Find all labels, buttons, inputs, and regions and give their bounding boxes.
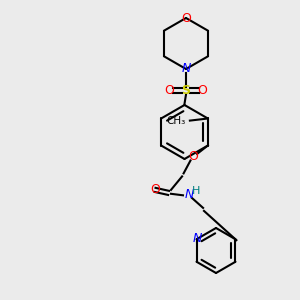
Text: N: N bbox=[181, 62, 191, 76]
Text: CH₃: CH₃ bbox=[166, 116, 185, 127]
Text: O: O bbox=[165, 84, 174, 97]
Text: O: O bbox=[188, 150, 198, 164]
Text: O: O bbox=[181, 11, 191, 25]
Text: S: S bbox=[182, 84, 190, 97]
Text: O: O bbox=[198, 84, 207, 97]
Text: O: O bbox=[150, 183, 160, 196]
Text: N: N bbox=[193, 232, 202, 245]
Text: N: N bbox=[184, 188, 194, 201]
Text: H: H bbox=[191, 186, 200, 197]
